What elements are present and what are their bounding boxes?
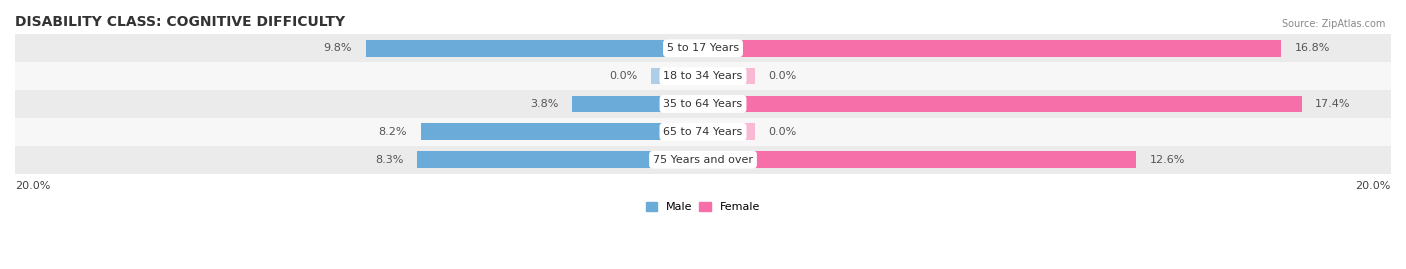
Bar [703,151,1136,168]
Text: 0.0%: 0.0% [768,127,797,137]
Bar [15,146,1391,174]
Bar [703,123,755,140]
Bar [651,68,703,84]
Text: 12.6%: 12.6% [1150,155,1185,165]
Bar [366,40,703,56]
Bar [572,95,703,112]
Bar [418,151,703,168]
Bar [420,123,703,140]
Text: 20.0%: 20.0% [15,181,51,192]
Bar [15,118,1391,146]
Text: 0.0%: 0.0% [609,71,638,81]
Text: 0.0%: 0.0% [768,71,797,81]
Text: 16.8%: 16.8% [1295,43,1330,53]
Text: 35 to 64 Years: 35 to 64 Years [664,99,742,109]
Text: 18 to 34 Years: 18 to 34 Years [664,71,742,81]
Text: 8.2%: 8.2% [378,127,408,137]
Text: 75 Years and over: 75 Years and over [652,155,754,165]
Text: 5 to 17 Years: 5 to 17 Years [666,43,740,53]
Bar [703,68,755,84]
Text: 65 to 74 Years: 65 to 74 Years [664,127,742,137]
Bar [703,95,1302,112]
Text: Source: ZipAtlas.com: Source: ZipAtlas.com [1281,19,1385,29]
Text: 17.4%: 17.4% [1316,99,1351,109]
Text: 20.0%: 20.0% [1355,181,1391,192]
Text: 8.3%: 8.3% [375,155,404,165]
Text: 9.8%: 9.8% [323,43,352,53]
Text: 3.8%: 3.8% [530,99,558,109]
Bar [15,34,1391,62]
Bar [703,40,1281,56]
Bar [15,90,1391,118]
Bar [15,62,1391,90]
Legend: Male, Female: Male, Female [641,197,765,217]
Text: DISABILITY CLASS: COGNITIVE DIFFICULTY: DISABILITY CLASS: COGNITIVE DIFFICULTY [15,15,344,29]
